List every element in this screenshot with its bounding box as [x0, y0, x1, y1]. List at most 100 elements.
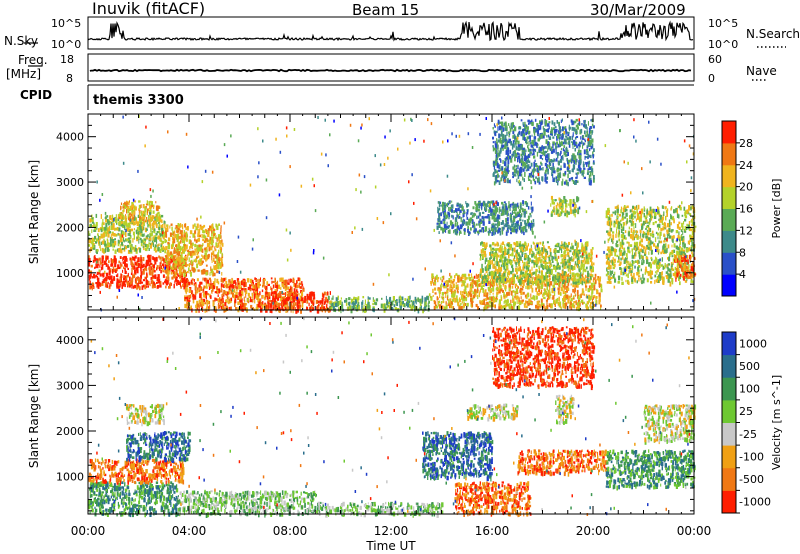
data-region: [88, 213, 166, 254]
freq-unit: [MHz]: [6, 67, 42, 81]
station-title: Inuvik (fitACF): [92, 0, 206, 18]
colorbar-swatch: [722, 208, 736, 231]
colorbar-swatch: [722, 490, 736, 514]
colorbar-tick-label: 12: [739, 224, 753, 237]
colorbar-tick-label: 25: [739, 405, 753, 418]
colorbar-swatch: [722, 252, 736, 275]
data-region: [605, 449, 696, 491]
colorbar-swatch: [722, 399, 736, 423]
colorbar-swatch: [722, 354, 736, 378]
x-tick-label: 00:00: [677, 524, 712, 538]
data-region: [479, 241, 595, 287]
nave-tick-bottom: 0: [708, 72, 715, 85]
y-tick-label: 1000: [56, 267, 84, 280]
y-tick-label: 2000: [56, 425, 84, 438]
colorbar-tick-label: 1000: [739, 337, 767, 350]
cpid-panel: [87, 84, 694, 110]
colorbar-tick-label: 100: [739, 383, 760, 396]
data-region: [88, 458, 185, 486]
data-region: [125, 403, 165, 427]
freq-panel: [87, 53, 695, 82]
colorbar-swatch: [722, 164, 736, 188]
colorbar-tick-label: 28: [739, 137, 753, 150]
y-tick-label: 3000: [56, 379, 84, 392]
colorbar-tick-label: -100: [739, 450, 764, 463]
nsky-tick-top: 10^5: [51, 17, 82, 30]
data-region: [643, 404, 697, 445]
velocity-panel: 1000 2000 3000 4000 Slant Range [km]: [27, 316, 697, 518]
x-axis-label: Time UT: [365, 539, 416, 553]
x-tick-label: 08:00: [273, 524, 308, 538]
colorbar-tick-label: -500: [739, 473, 764, 486]
data-region: [327, 295, 430, 314]
colorbar-tick-label: -25: [739, 428, 757, 441]
data-region: [428, 272, 603, 312]
freq-line: [89, 68, 692, 73]
y-tick-label: 4000: [56, 334, 84, 347]
data-region: [550, 195, 580, 218]
colorbar-tick-label: -1000: [739, 496, 771, 509]
x-tick-label: 16:00: [475, 524, 510, 538]
data-region: [674, 254, 697, 282]
data-region: [316, 501, 444, 518]
power-ylabel: Slant Range [km]: [27, 160, 41, 264]
colorbar-swatch: [722, 274, 736, 297]
nsearch-tick-bottom: 10^0: [708, 38, 739, 51]
data-region: [436, 200, 535, 236]
scatter-points: [90, 317, 691, 517]
colorbar-swatch: [722, 377, 736, 401]
x-tick-label: 04:00: [172, 524, 207, 538]
colorbar-label: Power [dB]: [770, 179, 783, 239]
velocity-ylabel: Slant Range [km]: [27, 364, 41, 468]
colorbar-swatch: [722, 186, 736, 209]
y-tick-label: 1000: [56, 471, 84, 484]
data-region: [164, 223, 224, 278]
y-tick-label: 3000: [56, 176, 84, 189]
data-region: [118, 200, 161, 227]
colorbar-tick-label: 16: [739, 203, 753, 216]
x-tick-label: 12:00: [374, 524, 409, 538]
data-region: [422, 431, 494, 482]
velocity-colorbar: 1000 500 100 25 -25 -100 -500 -1000 Velocity [m …: [721, 331, 783, 514]
x-tick-label: 00:00: [71, 524, 106, 538]
colorbar-tick-label: 24: [739, 159, 753, 172]
y-tick-label: 4000: [56, 131, 84, 144]
data-region: [466, 403, 519, 422]
freq-label: Freq.: [18, 53, 48, 67]
data-region: [492, 326, 596, 391]
x-tick-label: 20:00: [576, 524, 611, 538]
freq-tick-bottom: 8: [66, 72, 73, 85]
colorbar-swatch: [722, 445, 736, 469]
colorbar-tick-label: 500: [739, 360, 760, 373]
scatter-points: [96, 114, 696, 312]
data-region: [517, 449, 608, 477]
colorbar-swatch: [722, 332, 736, 356]
nave-tick-top: 60: [708, 53, 722, 66]
beam-title: Beam 15: [352, 1, 420, 19]
y-tick-label: 2000: [56, 221, 84, 234]
data-region: [605, 204, 697, 287]
nsky-label: N.Sky: [4, 34, 39, 48]
cpid-label: CPID: [20, 88, 53, 102]
nave-label: Nave: [746, 64, 777, 78]
data-region: [454, 481, 532, 518]
colorbar-swatch: [722, 142, 736, 166]
colorbar-swatch: [722, 230, 736, 253]
colorbar-label: Velocity [m s^-1]: [770, 375, 783, 470]
data-region: [126, 431, 192, 463]
nsky-panel: [87, 16, 695, 50]
colorbar-tick-label: 20: [739, 181, 753, 194]
date-title: 30/Mar/2009: [590, 1, 686, 19]
power-colorbar: 4 8 12 16 20 24 28 Power [dB]: [721, 120, 783, 297]
power-panel: 1000 2000 3000 4000 Slant Range [km]: [27, 113, 697, 314]
nsearch-label: N.Search: [746, 27, 800, 41]
nsky-tick-bottom: 10^0: [51, 38, 82, 51]
data-region: [492, 118, 595, 187]
colorbar-tick-label: 8: [739, 246, 746, 259]
colorbar-swatch: [722, 121, 736, 144]
freq-tick-top: 18: [60, 53, 74, 66]
nsearch-tick-top: 10^5: [708, 17, 739, 30]
colorbar-swatch: [722, 422, 736, 446]
nsky-line: [87, 20, 694, 42]
